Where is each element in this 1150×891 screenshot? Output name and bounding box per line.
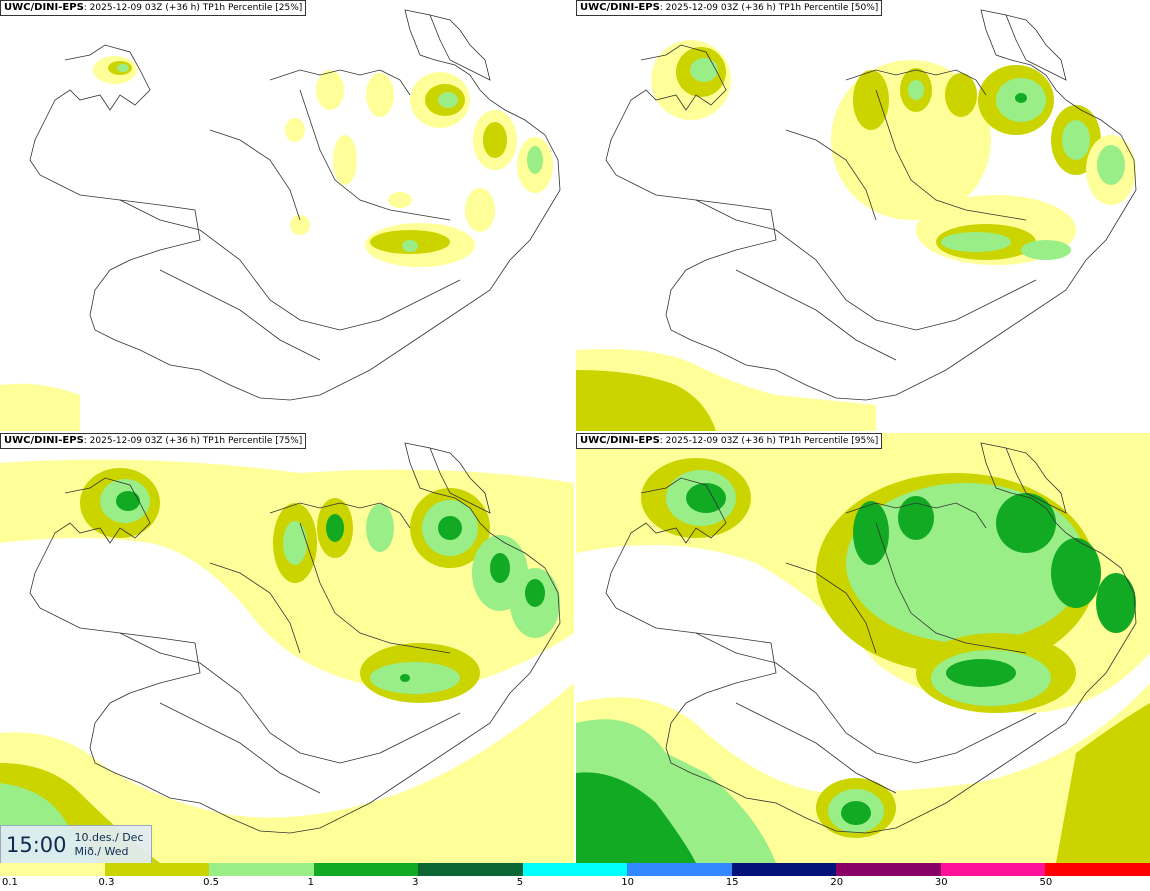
colorbar-tick-label: 10 bbox=[621, 877, 634, 888]
map-panel-p25: UWC/DINI-EPS: 2025-12-09 03Z (+36 h) TP1… bbox=[0, 0, 574, 431]
panel-title: UWC/DINI-EPS: 2025-12-09 03Z (+36 h) TP1… bbox=[0, 433, 307, 449]
colorbar-swatch bbox=[836, 863, 941, 876]
valid-date-line1: 10.des./ Dec bbox=[74, 831, 144, 844]
colorbar-tick-label: 1 bbox=[307, 877, 314, 888]
colorbar-tick-label: 3 bbox=[412, 877, 419, 888]
colorbar-tick-label: 0.3 bbox=[98, 877, 115, 888]
colorbar-tick-label: 30 bbox=[934, 877, 948, 888]
precip-map-p50 bbox=[576, 9, 1137, 431]
colorbar-swatch bbox=[731, 863, 837, 876]
precip-areas bbox=[576, 40, 1136, 431]
precip-map-p25 bbox=[0, 9, 561, 431]
colorbar-tick-label: 0.1 bbox=[2, 877, 18, 888]
colorbar-swatch bbox=[418, 863, 523, 876]
colorbar-swatch bbox=[522, 863, 628, 876]
colorbar-tick-label: 50 bbox=[1039, 877, 1053, 888]
panel-title: UWC/DINI-EPS: 2025-12-09 03Z (+36 h) TP1… bbox=[576, 433, 883, 449]
precip-areas bbox=[576, 433, 1150, 863]
colorbar-swatch bbox=[104, 863, 210, 876]
precip-map-p95 bbox=[576, 433, 1150, 863]
map-panel-p50: UWC/DINI-EPS: 2025-12-09 03Z (+36 h) TP1… bbox=[576, 0, 1150, 431]
colorbar-tick-label: 0.5 bbox=[203, 877, 219, 888]
map-panel-p95: UWC/DINI-EPS: 2025-12-09 03Z (+36 h) TP1… bbox=[576, 433, 1150, 863]
colorbar-tick-label: 20 bbox=[830, 877, 844, 888]
colorbar-ticks: 0.1 0.3 0.5 1 3 5 10 15 20 30 50 bbox=[0, 876, 1150, 891]
precip-map-p75 bbox=[0, 442, 574, 863]
panel-title: UWC/DINI-EPS: 2025-12-09 03Z (+36 h) TP1… bbox=[0, 0, 307, 16]
valid-time: 15:00 bbox=[6, 833, 67, 857]
valid-date-line2: Mið./ Wed bbox=[74, 845, 129, 858]
colorbar-swatch bbox=[0, 863, 105, 876]
precip-areas bbox=[0, 459, 574, 863]
colorbar-tick-label: 15 bbox=[725, 877, 739, 888]
colorbar-swatch bbox=[627, 863, 732, 876]
colorbar-swatch bbox=[1045, 863, 1150, 876]
colorbar-swatch bbox=[940, 863, 1046, 876]
map-panel-p75: UWC/DINI-EPS: 2025-12-09 03Z (+36 h) TP1… bbox=[0, 433, 574, 863]
precip-areas bbox=[0, 56, 553, 431]
colorbar bbox=[0, 863, 1150, 876]
colorbar-swatch bbox=[209, 863, 314, 876]
panel-title: UWC/DINI-EPS: 2025-12-09 03Z (+36 h) TP1… bbox=[576, 0, 883, 16]
colorbar-swatch bbox=[313, 863, 419, 876]
colorbar-tick-label: 5 bbox=[516, 877, 524, 888]
valid-time-box: 15:00 10.des./ Dec Mið./ Wed bbox=[0, 825, 152, 865]
